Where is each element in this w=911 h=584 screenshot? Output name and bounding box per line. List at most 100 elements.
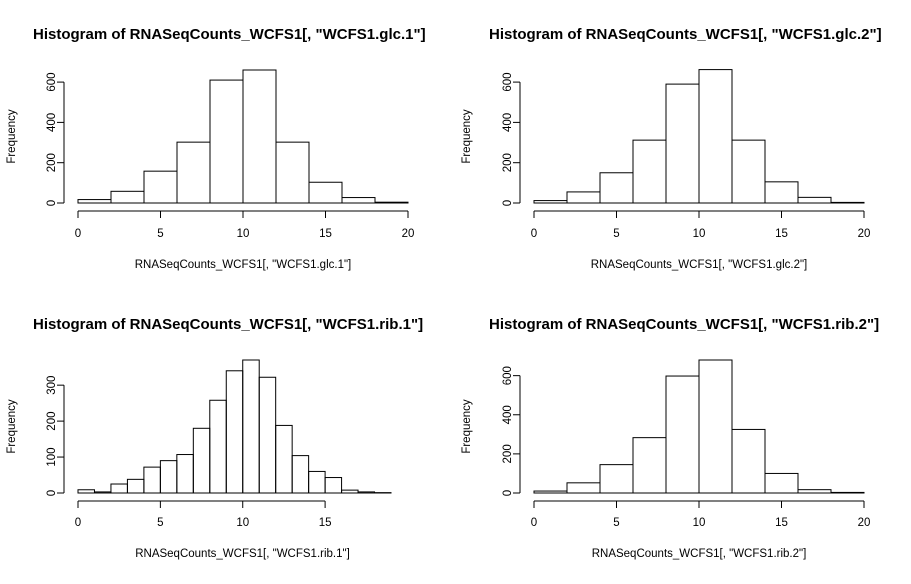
chart-1-x-label: RNASeqCounts_WCFS1[, "WCFS1.glc.1"] (135, 259, 352, 271)
chart-3-bar (243, 360, 259, 493)
chart-3-x-tick-label: 10 (236, 517, 249, 529)
chart-2-y-label: Frequency (461, 109, 473, 164)
chart-3-bar (276, 425, 292, 493)
chart-3-x-tick-label: 5 (157, 517, 163, 529)
chart-1-x-tick-label: 15 (319, 228, 332, 240)
chart-4-y-tick-label: 600 (502, 366, 514, 385)
chart-3-bar (325, 478, 341, 493)
chart-1-y-tick-label: 600 (46, 72, 58, 91)
chart-3-title: Histogram of RNASeqCounts_WCFS1[, "WCFS1… (33, 316, 423, 333)
chart-2-panel: Histogram of RNASeqCounts_WCFS1[, "WCFS1… (461, 26, 882, 271)
chart-4-y-tick-label: 400 (502, 405, 514, 424)
chart-3-y-label: Frequency (6, 399, 18, 454)
chart-1-panel: Histogram of RNASeqCounts_WCFS1[, "WCFS1… (6, 26, 426, 271)
chart-1-x-tick-label: 0 (75, 228, 81, 240)
chart-3-y-tick-label: 100 (46, 447, 58, 466)
chart-3-panel: Histogram of RNASeqCounts_WCFS1[, "WCFS1… (6, 316, 423, 560)
chart-4-bar (600, 465, 633, 493)
chart-2-bar (831, 202, 864, 203)
chart-3-y-tick-label: 300 (46, 376, 58, 395)
chart-3-x-tick-label: 15 (319, 517, 332, 529)
chart-2-x-tick-label: 0 (531, 228, 537, 240)
chart-4-x-tick-label: 0 (531, 517, 537, 529)
chart-4-y-tick-label: 0 (502, 490, 514, 496)
chart-4-x-tick-label: 20 (858, 517, 871, 529)
chart-2-bar (666, 84, 699, 203)
chart-2-title: Histogram of RNASeqCounts_WCFS1[, "WCFS1… (489, 26, 882, 43)
chart-4-bar (765, 473, 798, 493)
chart-1-x-tick-label: 20 (402, 228, 415, 240)
chart-4-bar (666, 376, 699, 493)
chart-4-bar (732, 429, 765, 493)
chart-2-bar (567, 192, 600, 203)
chart-1-x-tick-label: 5 (157, 228, 163, 240)
chart-4-bar (534, 491, 567, 493)
chart-1-bar (342, 198, 375, 203)
chart-2-bar (633, 140, 666, 203)
chart-3-bar (78, 490, 94, 493)
chart-3-bar (358, 492, 374, 493)
chart-1-bar (177, 142, 210, 203)
chart-2-x-label: RNASeqCounts_WCFS1[, "WCFS1.glc.2"] (591, 259, 808, 271)
chart-3-bar (144, 467, 160, 493)
chart-2-y-tick-label: 200 (502, 153, 514, 172)
chart-1-bar (309, 182, 342, 203)
chart-2-bar (534, 201, 567, 203)
chart-1-y-tick-label: 200 (46, 153, 58, 172)
chart-1-bar (276, 142, 309, 203)
chart-1-y-tick-label: 400 (46, 113, 58, 132)
chart-2-x-tick-label: 20 (858, 228, 871, 240)
chart-4-bar (699, 360, 732, 493)
chart-1-title: Histogram of RNASeqCounts_WCFS1[, "WCFS1… (33, 26, 426, 43)
chart-3-bar (160, 461, 176, 493)
chart-3-x-tick-label: 0 (75, 517, 81, 529)
chart-1-y-label: Frequency (6, 109, 18, 164)
chart-4-x-tick-label: 5 (613, 517, 619, 529)
chart-4-bar (798, 490, 831, 493)
chart-3-y-tick-label: 200 (46, 412, 58, 431)
chart-4-y-tick-label: 200 (502, 444, 514, 463)
chart-4-bar (567, 483, 600, 493)
chart-4-bar (831, 492, 864, 493)
chart-3-bar (259, 377, 275, 493)
chart-4-y-label: Frequency (461, 399, 473, 454)
chart-1-bar (111, 191, 144, 203)
chart-4-x-tick-label: 15 (775, 517, 788, 529)
chart-4-x-tick-label: 10 (693, 517, 706, 529)
chart-1-y-tick-label: 0 (46, 200, 58, 206)
chart-2-bar (798, 197, 831, 203)
chart-4-x-label: RNASeqCounts_WCFS1[, "WCFS1.rib.2"] (592, 548, 807, 560)
chart-2-bar (732, 140, 765, 203)
chart-4-bar (633, 438, 666, 493)
chart-2-bar (699, 70, 732, 203)
chart-3-y-tick-label: 0 (46, 490, 58, 496)
chart-3-bar (127, 479, 143, 493)
chart-1-x-tick-label: 10 (237, 228, 250, 240)
chart-1-bar (243, 70, 276, 203)
chart-3-x-label: RNASeqCounts_WCFS1[, "WCFS1.rib.1"] (135, 548, 350, 560)
chart-1-bar (144, 171, 177, 203)
chart-2-x-tick-label: 5 (613, 228, 619, 240)
chart-3-bar (193, 428, 209, 493)
chart-3-bar (292, 456, 308, 493)
chart-4-panel: Histogram of RNASeqCounts_WCFS1[, "WCFS1… (461, 316, 879, 560)
chart-3-bar (94, 492, 110, 493)
chart-2-x-tick-label: 15 (775, 228, 788, 240)
chart-2-x-tick-label: 10 (693, 228, 706, 240)
chart-1-bar (210, 80, 243, 203)
chart-2-bar (600, 173, 633, 203)
chart-3-bar (177, 455, 193, 493)
chart-1-bar (375, 202, 408, 203)
chart-2-y-tick-label: 0 (502, 200, 514, 206)
chart-3-bar (111, 484, 127, 493)
chart-1-bar (78, 200, 111, 203)
chart-3-bar (210, 400, 226, 493)
chart-2-bar (765, 182, 798, 203)
chart-2-y-tick-label: 400 (502, 113, 514, 132)
chart-3-bar (226, 371, 242, 493)
chart-4-title: Histogram of RNASeqCounts_WCFS1[, "WCFS1… (489, 316, 879, 333)
chart-3-bar (309, 471, 325, 493)
chart-2-y-tick-label: 600 (502, 72, 514, 91)
